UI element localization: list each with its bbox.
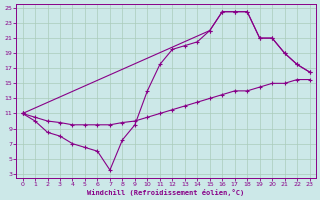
X-axis label: Windchill (Refroidissement éolien,°C): Windchill (Refroidissement éolien,°C) xyxy=(87,189,245,196)
